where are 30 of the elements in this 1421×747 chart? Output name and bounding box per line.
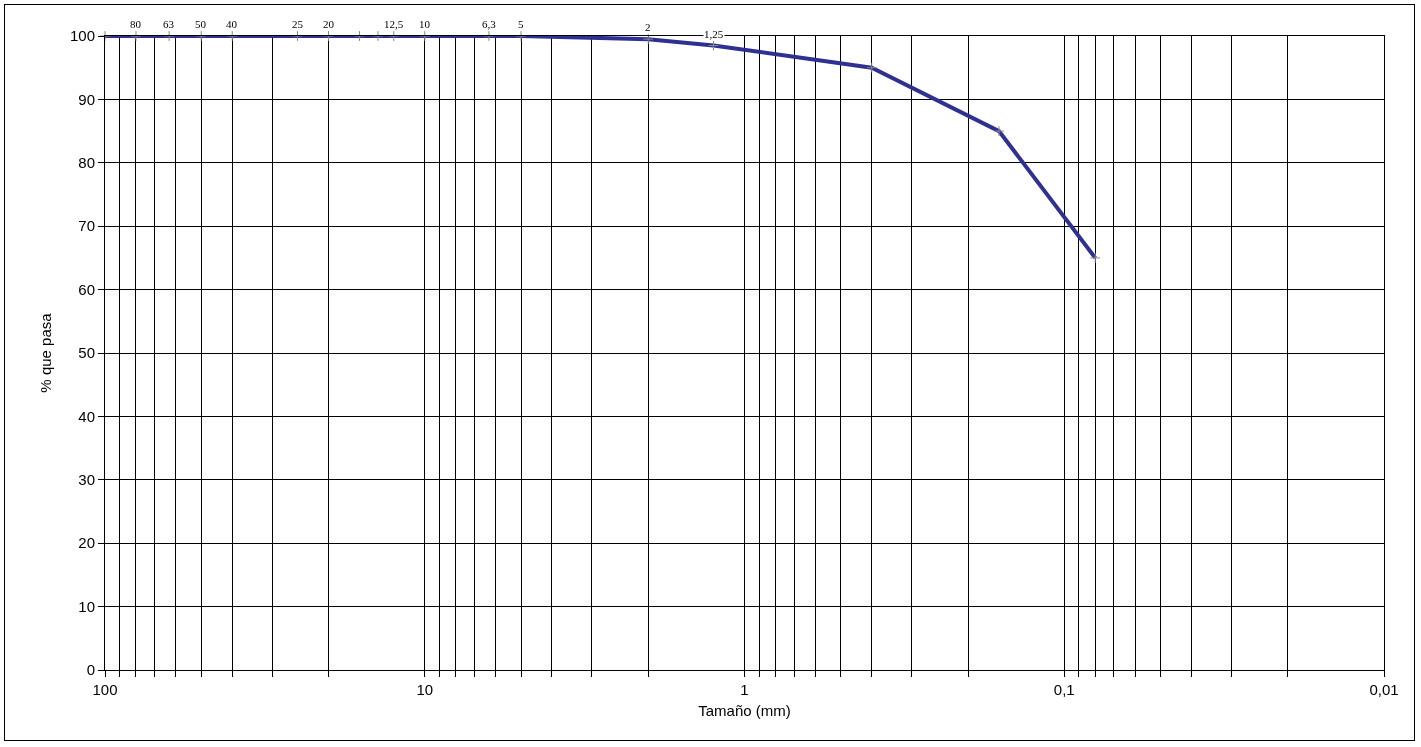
annotation: 80 <box>130 18 142 30</box>
annotation: 1,25 <box>704 28 724 40</box>
y-tick-label: 60 <box>78 280 95 298</box>
annotation: 63 <box>163 18 175 30</box>
x-tick-label: 0,01 <box>1369 681 1399 698</box>
annotation: 10 <box>419 18 431 30</box>
annotation: 12,5 <box>384 18 404 30</box>
annotation: 20 <box>323 18 335 30</box>
y-tick-label: 30 <box>78 471 95 489</box>
x-tick-label: 1 <box>740 681 749 698</box>
annotation: 6,3 <box>482 18 497 30</box>
y-tick-label: 80 <box>78 154 95 172</box>
annotation: 40 <box>226 18 238 30</box>
x-tick-label: 10 <box>416 681 434 698</box>
y-tick-label: 70 <box>78 217 95 235</box>
y-tick-label: 100 <box>69 27 95 45</box>
y-tick-label: 50 <box>78 344 95 362</box>
y-tick-label: 0 <box>86 661 95 679</box>
y-tick-label: 90 <box>78 90 95 108</box>
annotation: 50 <box>195 18 207 30</box>
y-axis-title: % que pasa <box>37 312 55 393</box>
y-tick-label: 10 <box>78 597 95 615</box>
annotation: 2 <box>645 21 651 33</box>
y-tick-label: 20 <box>78 534 95 552</box>
y-tick-label: 40 <box>78 407 95 425</box>
x-axis-title: Tamaño (mm) <box>698 702 791 719</box>
annotation: 25 <box>292 18 304 30</box>
annotation: 5 <box>518 18 524 30</box>
x-tick-label: 0,1 <box>1053 681 1075 698</box>
x-tick-label: 100 <box>92 681 118 698</box>
